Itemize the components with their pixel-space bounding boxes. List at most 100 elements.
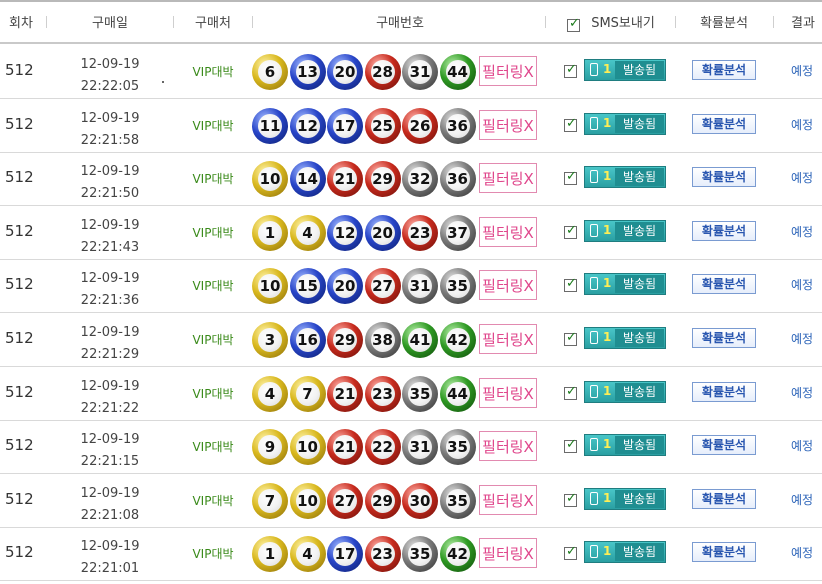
lotto-ball: 31	[402, 268, 438, 305]
phone-icon	[590, 491, 598, 505]
lotto-ball-number: 42	[445, 542, 470, 567]
purchase-date: 12-09-19	[80, 432, 140, 448]
probability-analysis-button[interactable]: 확률분석	[692, 328, 756, 348]
sms-status-button[interactable]: 1 발송됨	[584, 380, 666, 403]
lotto-ball-number: 1	[258, 220, 282, 245]
result-status: 예정	[790, 224, 814, 239]
sms-status-button[interactable]: 1 발송됨	[584, 487, 666, 510]
table-row: 51212-09-1922:21:43VIP대박1412202337필터링X1발…	[0, 207, 822, 260]
filter-button[interactable]: 필터링X	[479, 163, 537, 194]
lotto-ball-number: 35	[445, 488, 470, 513]
sms-status-button[interactable]: 1 발송됨	[584, 273, 666, 296]
sms-checkbox[interactable]	[564, 544, 577, 561]
filter-button[interactable]: 필터링X	[479, 377, 537, 408]
lotto-ball: 21	[327, 429, 363, 466]
lotto-ball: 12	[289, 107, 326, 144]
result-status: 예정	[790, 439, 814, 454]
lotto-ball: 31	[402, 429, 438, 466]
filter-button[interactable]: 필터링X	[479, 431, 537, 462]
probability-analysis-button[interactable]: 확률분석	[692, 381, 756, 402]
phone-icon	[590, 545, 598, 559]
lotto-ball-number: 4	[258, 381, 282, 406]
lotto-ball: 35	[439, 268, 476, 305]
lotto-ball: 3	[252, 322, 288, 358]
probability-analysis-button[interactable]: 확률분석	[692, 542, 756, 563]
sms-status-button[interactable]: 1 발송됨	[584, 434, 666, 457]
filter-button[interactable]: 필터링X	[479, 324, 537, 354]
result-status: 예정	[790, 332, 814, 346]
probability-analysis-button[interactable]: 확률분석	[692, 167, 756, 188]
table-row: 512 12-09-19 22:21:36 VIP대박 10 15 20 27 31 35 필터링X…	[0, 260, 822, 314]
purchase-date: 12-09-19	[80, 325, 140, 340]
header-purchase-date: 구매일	[92, 16, 128, 31]
table-row: 512 12-09-19 22:21:08 VIP대박 7 10 27 29 30 35 필터링X 1…	[0, 475, 822, 528]
probability-analysis-button[interactable]: 확률분석	[692, 220, 756, 241]
table-row: 512 12-09-19 22:21:29 VIP대박 3 16 29 38 41 42 필터링X 1…	[0, 314, 822, 367]
lotto-ball-number: 10	[258, 274, 282, 299]
filter-button[interactable]: 필터링X	[479, 56, 537, 86]
lotto-ball-number: 23	[370, 381, 395, 406]
purchase-time: 22:21:15	[80, 454, 140, 470]
sms-sent-label: 발송됨	[615, 329, 664, 347]
sms-count: 1	[603, 437, 612, 452]
sms-sent-label: 발송됨	[615, 489, 664, 508]
purchase-datetime: 12-09-19 22:21:22	[70, 376, 150, 420]
table-row: 512 12-09-19 22:21:50 VIP대박 10 14 21 29 32 36 필터링X…	[0, 153, 822, 207]
lotto-ball: 38	[364, 322, 401, 358]
sms-checkbox[interactable]	[564, 276, 577, 293]
sms-checkbox[interactable]	[564, 384, 577, 400]
lotto-ball-number: 23	[370, 542, 395, 567]
probability-analysis-button[interactable]: 확률분석	[692, 488, 756, 509]
phone-icon	[590, 438, 598, 452]
sms-checkbox[interactable]	[564, 223, 577, 239]
probability-analysis-button[interactable]: 확률분석	[692, 60, 756, 80]
sms-status-button[interactable]: 1 발송됨	[584, 59, 666, 81]
sms-status-button[interactable]: 1 발송됨	[584, 166, 666, 189]
result-status: 예정	[790, 171, 814, 186]
sms-status-button[interactable]: 1 발송됨	[584, 327, 666, 349]
sms-checkbox[interactable]	[564, 491, 577, 507]
lotto-ball-number: 27	[370, 274, 395, 299]
lotto-ball-number: 20	[333, 274, 357, 299]
sms-status-button[interactable]: 1 발송됨	[584, 112, 666, 135]
filter-button[interactable]: 필터링X	[479, 216, 537, 247]
table-row: 512 12-09-19 22:21:58 VIP대박 11 12 17 25 26 36 필터링X…	[0, 100, 822, 153]
sms-status-button[interactable]: 1 발송됨	[584, 219, 666, 242]
purchase-time: 22:21:50	[80, 186, 140, 202]
sms-checkbox[interactable]	[564, 437, 577, 454]
filter-button[interactable]: 필터링X	[479, 484, 537, 515]
lotto-ball: 36	[439, 161, 476, 198]
sms-status-button[interactable]: 1 발송됨	[584, 541, 666, 564]
sms-checkbox[interactable]	[564, 330, 577, 346]
lotto-ball: 29	[327, 322, 363, 358]
store-name: VIP대박	[192, 440, 234, 455]
header-divider	[252, 16, 253, 28]
table-row: 512 12-09-19 22:21:15 VIP대박 9 10 21 22 31 35 필터링X 1…	[0, 421, 822, 475]
select-all-sms-checkbox[interactable]	[567, 16, 580, 32]
sms-checkbox[interactable]	[564, 169, 577, 186]
lotto-ball-number: 29	[370, 167, 395, 192]
probability-analysis-button[interactable]: 확률분석	[692, 274, 756, 295]
sms-checkbox[interactable]	[564, 62, 577, 78]
lotto-ball-number: 13	[295, 60, 320, 84]
result-status: 예정	[790, 385, 814, 400]
lotto-ball-number: 4	[295, 220, 320, 245]
header-store: 구매처	[195, 16, 231, 31]
lotto-ball: 35	[402, 375, 438, 412]
filter-button[interactable]: 필터링X	[479, 538, 537, 569]
header-divider	[773, 16, 774, 28]
sms-sent-label: 발송됨	[615, 275, 664, 294]
probability-analysis-button[interactable]: 확률분석	[692, 435, 756, 456]
lotto-ball: 37	[439, 214, 476, 251]
filter-button[interactable]: 필터링X	[479, 270, 537, 301]
lotto-ball: 26	[402, 107, 438, 144]
lotto-ball: 9	[252, 429, 288, 466]
filter-button[interactable]: 필터링X	[479, 109, 537, 140]
sms-checkbox[interactable]	[564, 116, 577, 132]
purchase-datetime: 12-09-19 22:21:29	[70, 322, 150, 366]
phone-icon	[590, 277, 598, 291]
store-name: VIP대박	[192, 118, 234, 133]
probability-analysis-button[interactable]: 확률분석	[692, 113, 756, 134]
lotto-ball: 17	[327, 536, 363, 573]
lotto-ball-number: 35	[445, 435, 470, 460]
